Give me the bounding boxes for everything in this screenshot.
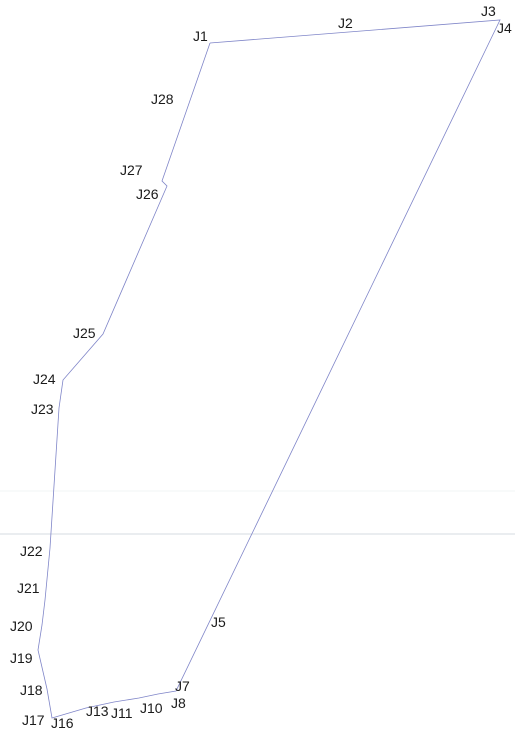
label-j19: J19 (10, 650, 33, 666)
label-j28: J28 (151, 91, 174, 107)
label-j4: J4 (497, 20, 512, 36)
label-j18: J18 (20, 682, 43, 698)
label-j27: J27 (120, 162, 143, 178)
label-j7: J7 (175, 678, 190, 694)
label-j25: J25 (73, 325, 96, 341)
label-j3: J3 (481, 3, 496, 19)
label-j13: J13 (86, 703, 109, 719)
label-j20: J20 (10, 618, 33, 634)
label-j11: J11 (111, 705, 133, 721)
label-j17: J17 (22, 712, 45, 728)
label-j22: J22 (20, 543, 43, 559)
parcel-boundary-line (37, 19, 501, 719)
label-j26: J26 (136, 186, 159, 202)
label-j16: J16 (51, 715, 74, 731)
label-j2: J2 (338, 15, 353, 31)
label-j8: J8 (171, 695, 186, 711)
label-j1: J1 (193, 28, 208, 44)
label-j21: J21 (17, 580, 40, 596)
label-j5: J5 (211, 614, 226, 630)
label-j23: J23 (31, 401, 54, 417)
label-j24: J24 (33, 371, 56, 387)
label-j10: J10 (140, 700, 163, 716)
point-labels: J1 J2 J3 J4 J28 J27 J26 J25 J24 J23 J22 … (10, 3, 512, 731)
